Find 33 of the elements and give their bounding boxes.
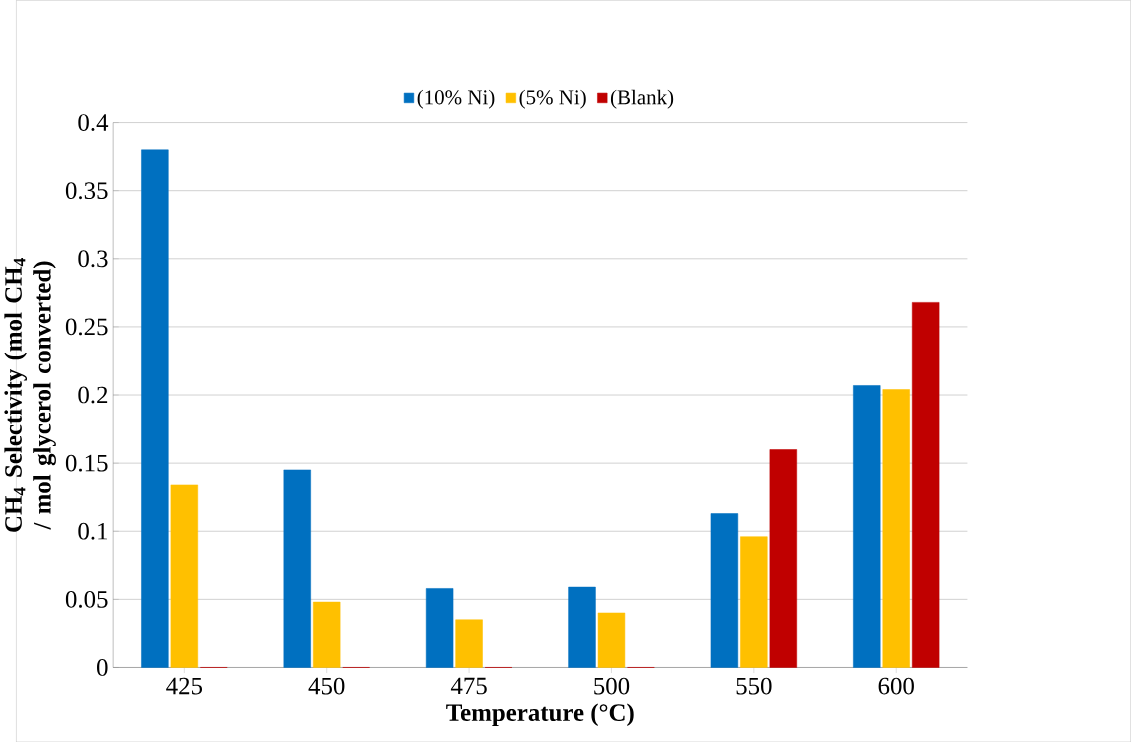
bar xyxy=(425,588,454,668)
x-tick-label: 500 xyxy=(594,677,630,695)
x-tick-label: 475 xyxy=(450,677,487,695)
bar xyxy=(283,469,311,668)
bar xyxy=(912,301,940,668)
bar xyxy=(710,513,739,668)
y-tick-label: 0.35 xyxy=(65,182,108,199)
bar xyxy=(170,484,199,668)
legend-label: (10% Ni) xyxy=(417,89,495,109)
x-tick-label: 450 xyxy=(308,677,345,695)
y-tick-label: 0.1 xyxy=(78,522,108,540)
bar xyxy=(313,601,341,668)
bar xyxy=(597,612,626,668)
legend-label: (Blank) xyxy=(610,89,674,109)
bar xyxy=(853,385,881,668)
y-tick-label: 0.05 xyxy=(65,590,108,608)
bar xyxy=(568,586,596,668)
y-tick-label: 0 xyxy=(97,658,108,676)
x-axis-title: Temperature (°C) xyxy=(446,703,634,726)
legend-label: (5% Ni) xyxy=(519,89,586,109)
x-tick-label: 425 xyxy=(166,677,203,695)
bar xyxy=(455,619,483,668)
y-tick-label: 0.15 xyxy=(65,454,108,472)
bar xyxy=(769,449,797,668)
bar xyxy=(882,389,910,668)
x-tick-label: 600 xyxy=(878,677,914,695)
y-tick-label: 0.2 xyxy=(78,386,108,404)
bar xyxy=(740,536,768,668)
bar xyxy=(141,149,169,668)
y-tick-label: 0.4 xyxy=(78,114,109,131)
x-tick-label: 550 xyxy=(736,677,772,695)
y-tick-label: 0.25 xyxy=(65,318,108,336)
y-tick-label: 0.3 xyxy=(78,250,108,268)
